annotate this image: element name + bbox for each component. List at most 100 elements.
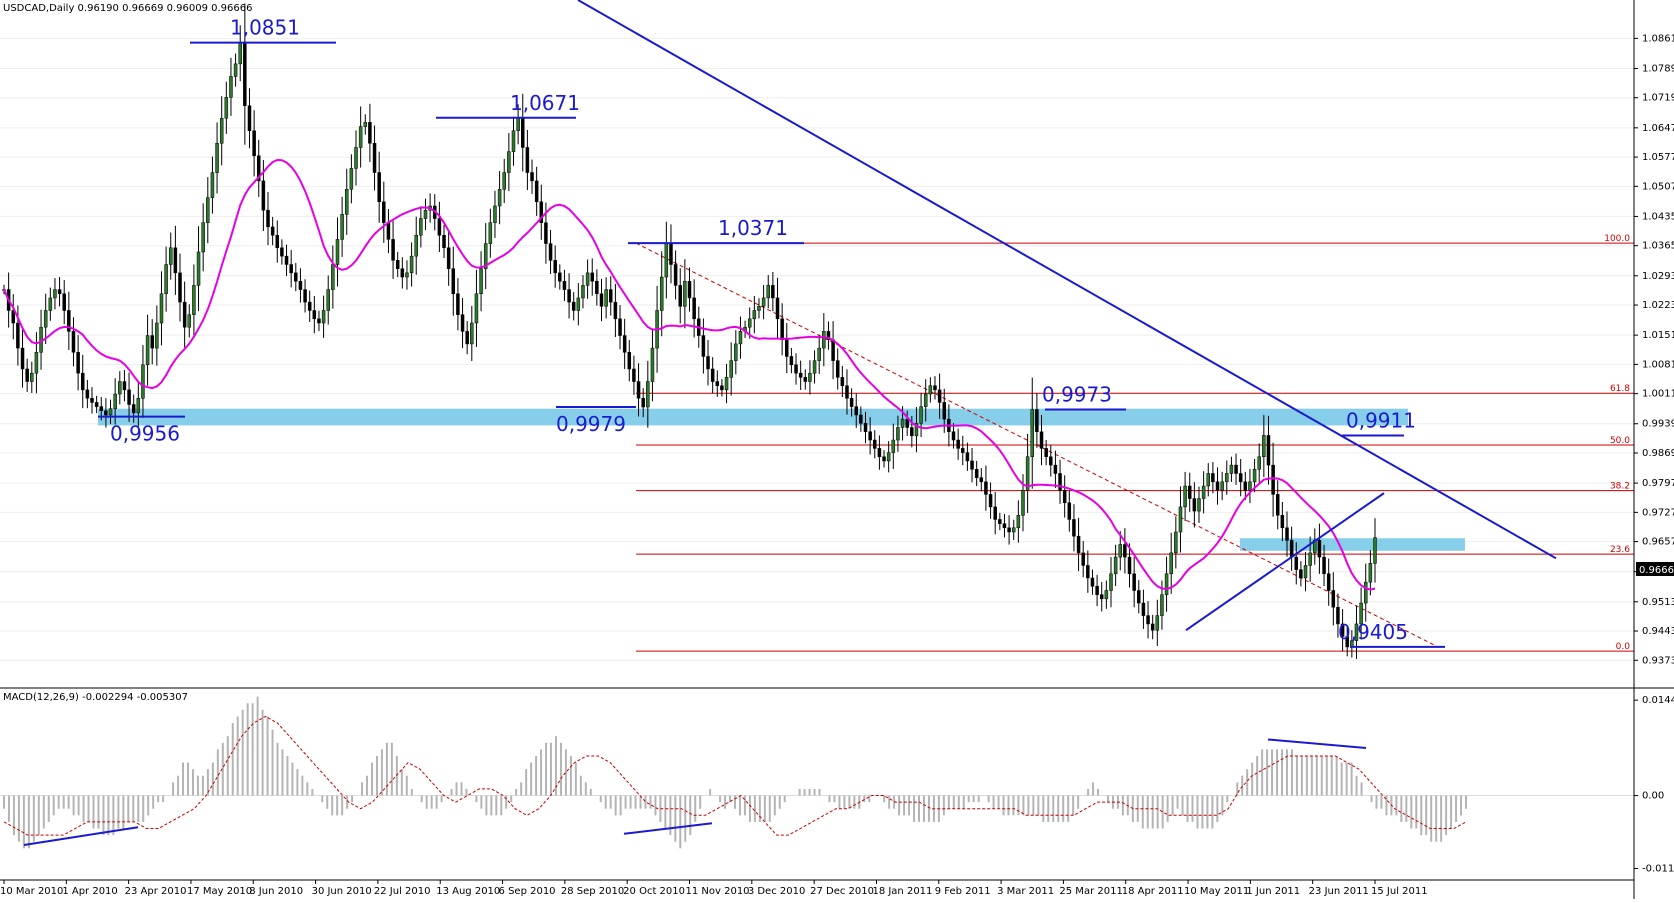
moving-average-line [3,158,1376,591]
bearish-candle [386,222,391,240]
bullish-candle [1164,573,1169,595]
macd-signal-line [3,715,1467,836]
bearish-candle [1049,456,1053,466]
price-tick-label: 1.05770 [1642,152,1674,163]
bearish-candle [609,289,613,303]
bullish-candle [724,377,729,391]
bearish-candle [780,318,784,340]
price-annotation: 0,9911 [1346,408,1416,432]
bearish-candle [798,372,803,378]
bullish-candle [349,168,354,190]
bearish-candle [104,410,108,416]
bearish-candle [845,385,849,399]
bearish-candle [1299,569,1303,579]
bullish-candle [1363,581,1368,604]
bullish-candle [1373,537,1377,564]
bullish-candle [886,452,891,462]
date-tick-label: 13 Aug 2010 [436,886,500,897]
bearish-candle [1044,448,1048,458]
price-tick-label: 1.06470 [1642,123,1674,134]
bearish-candle [534,180,539,203]
bullish-candle [1225,473,1229,483]
price-annotation: 0,9405 [1338,620,1408,644]
bearish-candle [840,377,845,386]
bearish-candle [525,147,530,173]
bullish-candle [30,372,34,382]
bearish-candle [11,310,16,324]
bullish-candle [201,222,205,253]
fib-level-label: 100.0 [1604,234,1630,244]
bullish-candle [1118,544,1123,558]
bullish-candle [196,251,201,286]
bearish-candle [317,318,321,324]
bearish-candle [1326,573,1331,591]
bearish-candle [76,352,80,374]
bullish-candle [1174,531,1178,554]
trendlines [577,0,1557,632]
bearish-candle [1058,473,1062,491]
bullish-candle [331,264,335,290]
bullish-candle [1021,489,1025,516]
macd-tick-label: 0.014462 [1642,695,1674,706]
bearish-candle [863,423,868,432]
bullish-candle [1368,563,1373,583]
bearish-candle [849,397,854,407]
bullish-candle [757,306,761,311]
price-tick-label: 1.07890 [1642,63,1674,74]
bullish-candle [1025,456,1030,491]
bearish-candle [530,172,534,182]
bearish-candle [1081,552,1085,566]
bearish-candle [1345,636,1349,648]
bearish-candle [368,122,372,144]
bearish-candle [636,381,641,399]
support-zone [98,408,1408,426]
bullish-candle [766,285,770,299]
bullish-candle [229,76,233,98]
bearish-candle [998,519,1002,524]
bearish-candle [544,222,548,244]
bearish-candle [539,201,544,223]
bullish-candle [493,205,497,223]
bearish-candle [951,431,956,441]
bearish-candle [803,377,808,382]
bullish-candle [1206,473,1211,487]
bearish-candle [1271,464,1275,495]
bullish-candle [145,335,150,366]
bearish-candle [1095,586,1099,595]
bullish-candle [683,280,687,307]
bearish-candle [395,260,400,269]
bullish-candle [192,285,196,315]
bullish-candle [206,197,210,223]
bullish-candle [808,372,812,382]
bearish-candle [131,404,136,414]
bearish-candle [1234,464,1238,474]
bearish-candle [1336,606,1340,625]
macd-label: MACD(12,26,9) -0.002294 -0.005307 [3,692,188,703]
bullish-candle [159,293,164,324]
bearish-candle [710,368,715,382]
price-annotations: 1,0851 1,0671 1,0371 0,9956 0,9979 0,9973 0,99… [98,16,1445,648]
bearish-candle [243,42,247,106]
bullish-candle [1113,556,1118,575]
bullish-candle [335,239,340,265]
bearish-candle [595,280,599,295]
bullish-candle [164,264,168,295]
bearish-candle [678,285,682,307]
bearish-candle [465,331,469,345]
bearish-candle [1086,565,1090,579]
bearish-candle [613,301,618,320]
bearish-candle [1285,527,1289,541]
bearish-candle [1035,409,1039,432]
date-tick-label: 1 Apr 2010 [62,886,117,897]
bearish-candle [1123,544,1127,558]
bearish-candle [85,389,90,399]
bearish-candle [80,372,85,391]
bearish-candle [558,272,562,282]
bullish-candle [219,117,224,144]
bearish-candle [400,268,405,278]
price-annotation: 1,0371 [718,216,788,240]
bearish-candle [62,293,66,311]
